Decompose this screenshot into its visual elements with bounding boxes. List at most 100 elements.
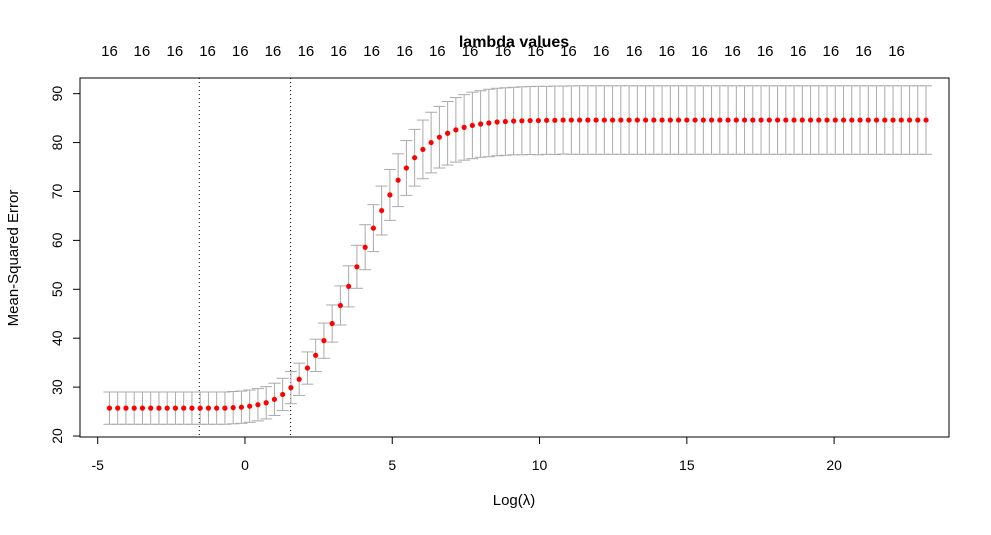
x-tick-label: 5 <box>388 457 396 473</box>
mse-point <box>741 117 748 123</box>
mse-point <box>387 192 393 198</box>
mse-point <box>205 405 212 411</box>
top-count-label: 16 <box>823 43 840 60</box>
mse-point <box>172 405 179 411</box>
x-axis: -5 0 5 10 15 20 <box>91 436 842 473</box>
top-count-label: 16 <box>593 43 610 60</box>
mse-point <box>577 117 583 123</box>
mse-point <box>280 391 286 398</box>
mse-point <box>717 117 723 123</box>
top-count-label: 16 <box>495 43 512 60</box>
mse-point <box>123 405 129 411</box>
top-count-label: 16 <box>429 43 446 60</box>
mse-point <box>552 117 558 123</box>
mse-point <box>370 225 376 231</box>
mse-point <box>189 405 195 411</box>
y-axis: 20 30 40 50 60 70 80 90 <box>49 86 81 444</box>
mse-point <box>560 117 566 123</box>
mse-point <box>469 122 475 129</box>
top-count-label: 16 <box>757 43 774 60</box>
mse-point <box>799 117 805 123</box>
top-count-label: 16 <box>527 43 544 60</box>
mse-point <box>708 117 715 123</box>
y-tick-label: 80 <box>49 135 65 151</box>
top-count-label: 16 <box>265 43 282 60</box>
y-tick-label: 60 <box>49 232 65 248</box>
x-axis-title: Log(λ) <box>493 492 536 509</box>
top-count-label: 16 <box>790 43 807 60</box>
mse-point <box>783 117 789 123</box>
top-count-label: 16 <box>724 43 741 60</box>
mse-point <box>824 117 830 123</box>
mse-point <box>288 385 294 391</box>
mse-point <box>906 117 913 123</box>
mse-point <box>247 403 253 409</box>
mse-point <box>502 118 508 125</box>
data-points <box>106 117 929 411</box>
top-count-label: 16 <box>396 43 413 60</box>
top-count-label: 16 <box>101 43 118 60</box>
mse-point <box>750 117 756 123</box>
mse-point <box>601 117 607 123</box>
mse-point <box>700 117 706 123</box>
mse-point <box>346 283 352 289</box>
mse-point <box>915 117 921 123</box>
mse-point <box>436 134 442 140</box>
mse-point <box>329 320 335 327</box>
mse-point <box>659 117 665 123</box>
mse-point <box>403 165 409 171</box>
mse-point <box>304 365 311 371</box>
y-tick-label: 30 <box>49 379 65 395</box>
chart-title: lambda values <box>459 34 569 51</box>
mse-point <box>568 117 574 123</box>
mse-point <box>214 405 220 411</box>
mse-point <box>816 117 822 123</box>
mse-point <box>156 405 162 411</box>
mse-point <box>923 117 929 123</box>
top-axis: 16 16 16 16 16 16 16 16 16 16 16 16 16 16 16 16 16 16 16 16… <box>101 43 905 60</box>
top-count-label: 16 <box>232 43 249 60</box>
mse-point <box>263 400 269 406</box>
mse-point <box>271 396 278 402</box>
mse-point <box>873 117 880 123</box>
y-tick-label: 70 <box>49 183 65 199</box>
mse-point <box>494 119 500 125</box>
mse-point <box>882 117 888 123</box>
mse-point <box>412 155 418 161</box>
mse-point <box>106 405 113 411</box>
mse-point <box>675 117 682 123</box>
mse-point <box>486 120 492 126</box>
top-count-label: 16 <box>167 43 184 60</box>
top-count-label: 16 <box>658 43 675 60</box>
mse-point <box>139 405 146 411</box>
mse-point <box>544 117 550 123</box>
top-count-label: 16 <box>134 43 151 60</box>
top-count-label: 16 <box>560 43 577 60</box>
mse-point <box>362 244 368 250</box>
mse-point <box>766 117 772 123</box>
mse-point <box>618 117 624 123</box>
mse-point <box>642 117 649 123</box>
top-count-label: 16 <box>363 43 380 60</box>
x-tick-label: 15 <box>679 457 695 473</box>
y-tick-label: 90 <box>49 86 65 102</box>
mse-point <box>609 117 616 123</box>
mse-point <box>733 117 739 123</box>
mse-point <box>758 117 764 123</box>
mse-point <box>148 405 154 411</box>
top-count-label: 16 <box>330 43 347 60</box>
mse-point <box>667 117 673 123</box>
mse-point <box>774 117 781 123</box>
mse-point <box>593 117 599 123</box>
mse-point <box>255 402 261 408</box>
mse-point <box>725 117 731 123</box>
mse-point <box>461 124 467 130</box>
x-tick-label: -5 <box>91 457 104 473</box>
mse-point <box>849 117 855 123</box>
mse-point <box>296 376 302 382</box>
top-count-label: 16 <box>626 43 643 60</box>
mse-point <box>428 139 434 146</box>
top-count-label: 16 <box>298 43 315 60</box>
top-count-label: 16 <box>855 43 872 60</box>
mse-point <box>898 117 904 123</box>
